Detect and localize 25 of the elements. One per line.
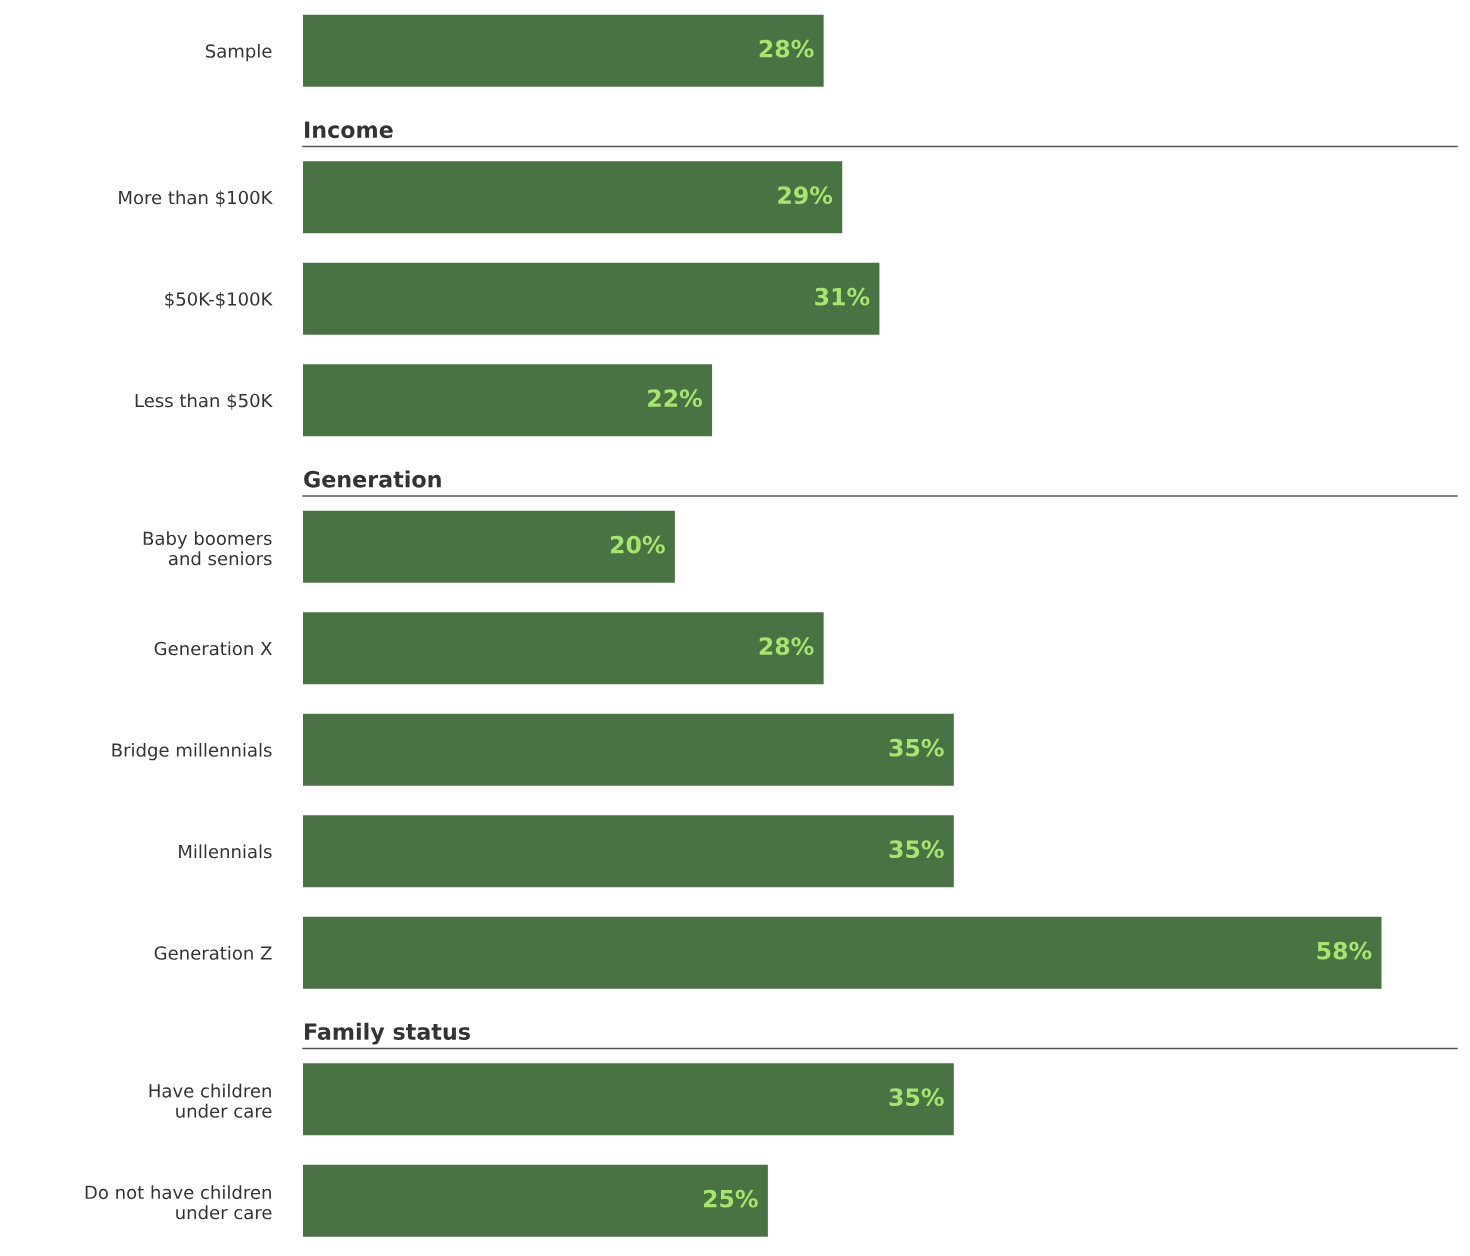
y-tick-label: Baby boomers and seniors xyxy=(143,531,272,566)
annotation: Income xyxy=(305,121,393,139)
data-label: 28% xyxy=(759,39,814,58)
data-label: 31% xyxy=(815,287,870,306)
y-tick-label: Have children under care xyxy=(149,1083,272,1118)
data-label: 28% xyxy=(759,637,814,656)
y-tick-label: $50K-$100K xyxy=(165,291,273,309)
data-label: 20% xyxy=(610,535,665,554)
data-label: 35% xyxy=(889,840,944,859)
y-tick-label: Do not have children under care xyxy=(85,1185,272,1220)
y-tick-label: Less than $50K xyxy=(135,393,273,410)
annotation: Family status xyxy=(305,1022,470,1045)
data-label: 35% xyxy=(889,738,944,757)
data-label: 35% xyxy=(889,1088,944,1107)
annotation: Generation xyxy=(304,470,441,488)
y-tick-label: Millennials xyxy=(179,844,272,859)
data-label: 25% xyxy=(703,1189,758,1208)
data-label: 58% xyxy=(1317,941,1372,960)
y-tick-label: Generation X xyxy=(154,641,272,656)
y-tick-label: Generation Z xyxy=(154,945,272,960)
data-label: 22% xyxy=(648,389,703,408)
data-label: 29% xyxy=(778,186,833,205)
y-tick-label: More than $100K xyxy=(119,190,273,207)
y-tick-label: Sample xyxy=(205,43,272,62)
y-tick-label: Bridge millennials xyxy=(112,742,272,761)
